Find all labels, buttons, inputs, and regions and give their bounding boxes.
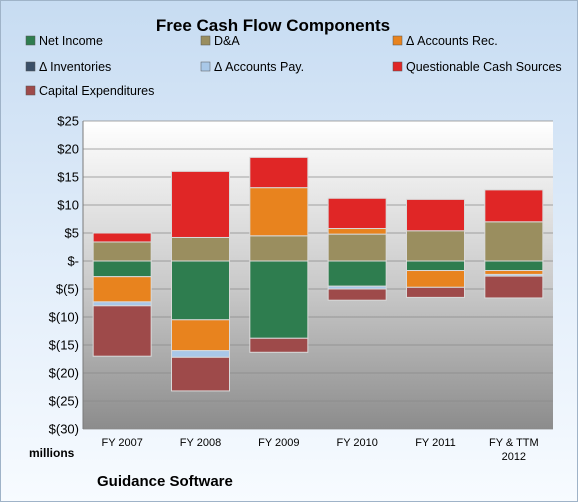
- legend-label: D&A: [214, 34, 240, 48]
- legend-label: Δ Accounts Pay.: [214, 60, 304, 74]
- bar-segment: [327, 288, 387, 301]
- bar-segment: [484, 275, 544, 299]
- legend-swatch: [200, 61, 211, 72]
- y-tick-label: $(5): [56, 282, 79, 297]
- axis-group: $25 $20 $15 $10 $5 $- $(5) $(10) $(15) $(20) $(25)…: [49, 114, 539, 464]
- legend-swatch: [392, 61, 403, 72]
- bar-segment: [171, 350, 230, 358]
- legend-label: Δ Accounts Rec.: [406, 34, 498, 48]
- legend-label: Questionable Cash Sources: [406, 60, 562, 74]
- bar-segment: [92, 276, 152, 303]
- y-tick-label: $-: [67, 254, 79, 269]
- bar-segment: [249, 156, 309, 189]
- bar-segment: [406, 286, 465, 298]
- y-tick-label: $(20): [49, 366, 79, 381]
- bar-segment: [484, 189, 544, 223]
- legend-swatch: [200, 35, 211, 46]
- bar-segment: [327, 197, 387, 230]
- bar-segment: [484, 221, 544, 262]
- x-tick-label: FY 2010: [336, 437, 377, 449]
- x-tick-label: FY & TTM: [489, 437, 539, 449]
- y-tick-label: $(25): [49, 394, 79, 409]
- bar-segment: [249, 187, 309, 237]
- x-tick-label: FY 2009: [258, 437, 299, 449]
- bar-segment: [92, 232, 152, 243]
- legend-label: Capital Expenditures: [39, 84, 154, 98]
- y-tick-label: $10: [57, 198, 79, 213]
- legend-swatch: [392, 35, 403, 46]
- bar-segment: [92, 305, 152, 357]
- bar-segment: [249, 235, 309, 262]
- x-tick-label: FY 2008: [180, 437, 221, 449]
- gridlines: [83, 120, 553, 430]
- bar-segment: [327, 260, 387, 287]
- legend-swatch: [25, 61, 36, 72]
- legend-label: Net Income: [39, 34, 103, 48]
- bar-segment: [327, 233, 387, 262]
- y-tick-label: $20: [57, 142, 79, 157]
- legend-swatch: [25, 85, 36, 96]
- bar-segment: [327, 228, 387, 235]
- company-name: Guidance Software: [97, 473, 233, 490]
- bar-segment: [92, 301, 152, 307]
- x-tick-label: FY 2007: [101, 437, 142, 449]
- legend-swatch: [25, 35, 36, 46]
- bar-segment: [249, 260, 309, 339]
- y-tick-label: $(30): [49, 422, 79, 437]
- y-tick-label: $15: [57, 170, 79, 185]
- y-tick-label: $5: [65, 226, 79, 241]
- bar-segment: [484, 270, 544, 275]
- x-tick-label: 2012: [502, 451, 526, 463]
- y-tick-label: $(10): [49, 310, 79, 325]
- y-tick-label: $(15): [49, 338, 79, 353]
- bar-segment: [171, 260, 230, 321]
- bar-segment: [171, 356, 230, 392]
- bar-segment: [406, 230, 465, 262]
- bar-segment: [406, 198, 465, 232]
- bar-segment: [484, 260, 544, 272]
- bar-segment: [171, 319, 230, 352]
- bars-group: [92, 156, 544, 392]
- bar-segment: [92, 260, 152, 278]
- legend: Net Income D&A Δ Accounts Rec. Δ Inventorie…: [25, 34, 562, 98]
- y-tick-label: $25: [57, 114, 79, 129]
- bar-segment: [171, 236, 230, 262]
- bar-segment: [406, 260, 465, 272]
- bar-segment: [171, 170, 230, 238]
- bar-segment: [92, 241, 152, 262]
- chart-title: Free Cash Flow Components: [156, 16, 390, 35]
- plot-area: [83, 121, 553, 429]
- legend-label: Δ Inventories: [39, 60, 111, 74]
- x-tick-label: FY 2011: [415, 437, 456, 449]
- units-label: millions: [29, 446, 75, 460]
- bar-segment: [249, 337, 309, 353]
- bar-segment: [406, 270, 465, 288]
